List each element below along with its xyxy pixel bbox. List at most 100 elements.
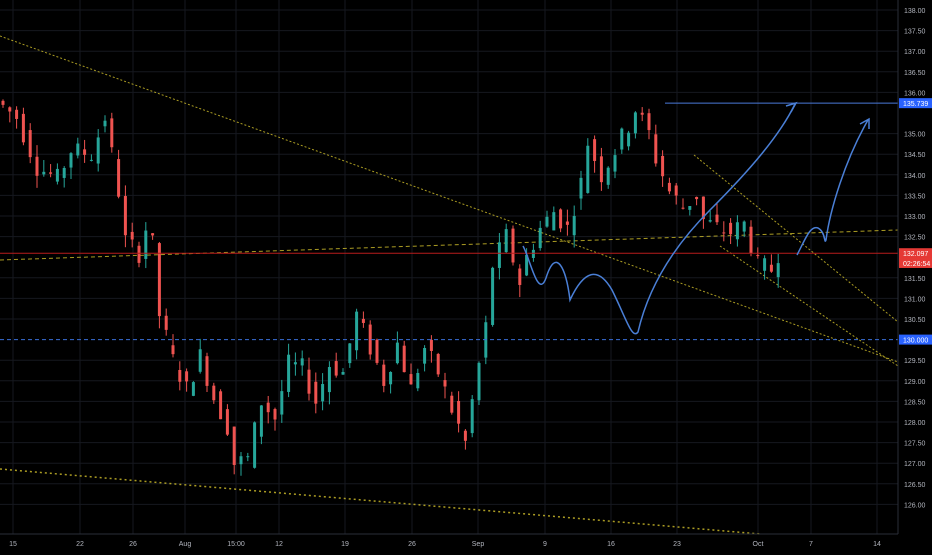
candle: [361, 311, 365, 328]
candle: [776, 253, 780, 288]
candle-body: [715, 214, 719, 223]
price-badge: 130.000: [899, 334, 932, 345]
candle: [395, 331, 399, 365]
candle-body: [450, 395, 454, 413]
candle-body: [55, 168, 59, 182]
x-tick-label: 9: [543, 541, 547, 548]
y-tick-label: 131.00: [904, 296, 926, 303]
candle-body: [443, 380, 447, 387]
candle-body: [395, 342, 399, 364]
candle: [273, 407, 277, 431]
candle: [436, 352, 440, 377]
candle-body: [742, 221, 746, 232]
candle-body: [300, 358, 304, 366]
candle-body: [423, 348, 427, 364]
candle-body: [321, 384, 325, 402]
time-axis[interactable]: 15 22 26 Aug 15:00 12 19 26 Sep 9 16 23 Oct 7 14: [9, 541, 881, 548]
y-tick-label: 128.50: [904, 399, 926, 406]
candle: [647, 108, 651, 140]
x-tick-label: 22: [76, 541, 84, 548]
candle: [633, 111, 637, 139]
y-tick-label: 127.00: [904, 461, 926, 468]
candle: [416, 368, 420, 392]
horizontal-levels: [0, 102, 898, 341]
candle-body: [640, 112, 644, 115]
candle-body: [695, 196, 699, 200]
candle-body: [1, 100, 5, 105]
price-badge: 02:26:54: [899, 257, 932, 268]
x-tick-label: Aug: [179, 541, 192, 548]
price-badge: 135.739: [899, 98, 932, 109]
candle: [83, 139, 87, 163]
candle: [368, 320, 372, 360]
descending-trendline: [0, 35, 899, 363]
candle-body: [559, 209, 563, 229]
candle: [8, 106, 12, 123]
bullish-scenario-path: [522, 103, 796, 335]
candle-body: [171, 345, 175, 355]
grid-layer: [0, 0, 898, 534]
y-tick-label: 136.50: [904, 70, 926, 77]
candle-body: [8, 107, 12, 112]
candle: [1, 99, 5, 108]
price-badge-bg: [899, 98, 932, 109]
candle-body: [688, 206, 692, 210]
candle-body: [545, 216, 549, 227]
candle-body: [756, 255, 760, 257]
candle-body: [531, 249, 535, 258]
price-badges: 135.739 132.097 02:26:54 130.000: [899, 98, 932, 345]
candle-body: [239, 456, 243, 465]
candle: [55, 163, 59, 185]
price-badge-bg: [899, 257, 932, 268]
candle-body: [110, 118, 114, 148]
y-tick-label: 132.50: [904, 235, 926, 242]
arrowhead-lower: [859, 117, 870, 129]
candle: [620, 127, 624, 154]
candle-body: [144, 230, 148, 259]
y-tick-label: 128.00: [904, 420, 926, 427]
candle: [171, 334, 175, 358]
candle: [382, 359, 386, 393]
candle-body: [117, 159, 121, 197]
candle-body: [205, 356, 209, 386]
candle-body: [21, 113, 25, 143]
candle: [504, 223, 508, 254]
candle: [307, 357, 311, 401]
candle-body: [735, 222, 739, 240]
candle-body: [457, 400, 461, 424]
candle: [300, 350, 304, 376]
candle: [280, 379, 284, 423]
candle-body: [708, 220, 712, 222]
candle: [565, 209, 569, 236]
candle: [137, 241, 141, 268]
candle-body: [538, 227, 542, 249]
candle: [579, 170, 583, 210]
candle: [661, 150, 665, 187]
alternate-scenario-path: [796, 119, 869, 256]
candle: [518, 264, 522, 298]
price-badge-bg: [899, 248, 932, 259]
candle-body: [253, 422, 257, 468]
price-axis[interactable]: 126.00 126.50 127.00 127.50 128.00 128.50 129.…: [904, 8, 926, 509]
candle-body: [49, 172, 53, 174]
candle-body: [477, 362, 481, 401]
candle-body: [178, 369, 182, 382]
candle: [497, 233, 501, 280]
x-tick-label: 15: [9, 541, 17, 548]
candle-body: [273, 409, 277, 420]
candle: [225, 404, 229, 436]
x-tick-label: 16: [607, 541, 615, 548]
candle: [586, 138, 590, 194]
candle: [654, 124, 658, 167]
candle: [157, 241, 161, 329]
x-tick-label: 19: [341, 541, 349, 548]
candle-body: [348, 343, 352, 364]
candle-body: [123, 196, 127, 236]
candle-body: [497, 242, 501, 268]
y-tick-label: 131.50: [904, 276, 926, 283]
candle: [110, 112, 114, 153]
candle: [457, 391, 461, 433]
candle-body: [164, 315, 168, 330]
